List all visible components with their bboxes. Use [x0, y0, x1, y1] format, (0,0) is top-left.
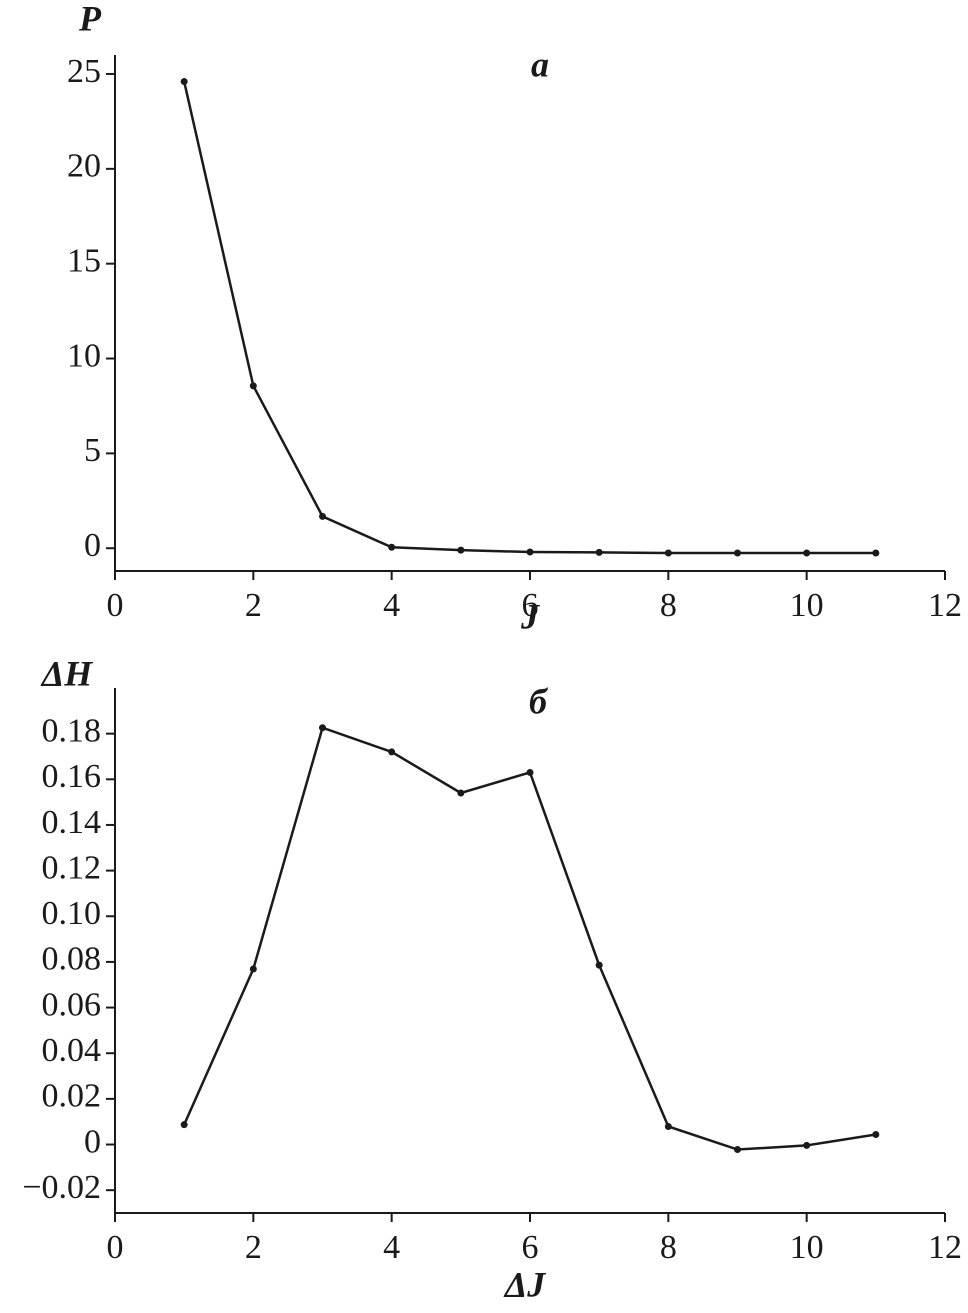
data-point: [664, 1122, 672, 1130]
y-tick-label: 0.02: [42, 1078, 102, 1115]
data-point: [249, 382, 257, 390]
y-tick-label: 0.12: [42, 849, 102, 886]
data-point: [457, 546, 465, 554]
x-tick-label: 12: [928, 1229, 962, 1266]
data-point: [526, 548, 534, 556]
x-tick-label: 8: [660, 1229, 677, 1266]
data-point: [319, 724, 326, 732]
x-axis-label: ΔJ: [503, 1264, 547, 1304]
data-point: [180, 1121, 188, 1129]
data-point: [388, 748, 396, 756]
data-point: [664, 549, 672, 557]
data-point: [249, 965, 257, 973]
x-tick-label: 0: [107, 587, 124, 624]
data-point: [595, 961, 603, 969]
x-tick-label: 8: [660, 587, 677, 624]
data-point: [319, 512, 326, 520]
x-tick-label: 0: [107, 1229, 124, 1266]
y-tick-label: 25: [67, 53, 101, 90]
y-tick-label: 0.10: [42, 895, 102, 932]
y-tick-label: 0.08: [42, 941, 102, 978]
y-axis-label: P: [78, 0, 102, 38]
x-tick-label: 6: [522, 587, 539, 624]
y-tick-label: 0.04: [42, 1032, 102, 1069]
y-tick-label: 0.18: [42, 712, 102, 749]
data-point: [734, 1146, 741, 1154]
data-point: [872, 549, 880, 557]
y-tick-label: 0.14: [42, 804, 102, 841]
panel-label: а: [531, 44, 549, 84]
data-point: [388, 543, 396, 551]
panel-label: б: [529, 681, 549, 721]
x-tick-label: 2: [245, 587, 262, 624]
data-line: [183, 726, 877, 1151]
data-point: [872, 1130, 880, 1138]
data-point: [803, 1141, 811, 1149]
y-tick-label: 0: [84, 527, 101, 564]
y-tick-label: 0.16: [42, 758, 102, 795]
x-tick-label: 10: [790, 1229, 824, 1266]
data-point: [734, 549, 741, 557]
y-axis-label: ΔH: [40, 653, 94, 693]
x-tick-label: 4: [383, 1229, 400, 1266]
x-tick-label: 12: [928, 587, 962, 624]
y-tick-label: 20: [67, 148, 101, 185]
data-point: [803, 549, 811, 557]
y-tick-label: −0.02: [22, 1169, 101, 1206]
data-point: [180, 78, 188, 86]
x-tick-label: 4: [383, 587, 400, 624]
x-axis-label: J: [520, 596, 540, 636]
data-point: [526, 768, 534, 776]
y-tick-label: 0: [84, 1123, 101, 1160]
x-tick-label: 2: [245, 1229, 262, 1266]
y-tick-label: 5: [84, 432, 101, 469]
data-point: [595, 548, 603, 556]
data-point: [457, 789, 465, 797]
y-tick-label: 10: [67, 337, 101, 374]
data-line: [182, 81, 876, 555]
y-tick-label: 0.06: [42, 986, 102, 1023]
y-tick-label: 15: [67, 242, 101, 279]
x-tick-label: 10: [790, 587, 824, 624]
x-tick-label: 6: [522, 1229, 539, 1266]
